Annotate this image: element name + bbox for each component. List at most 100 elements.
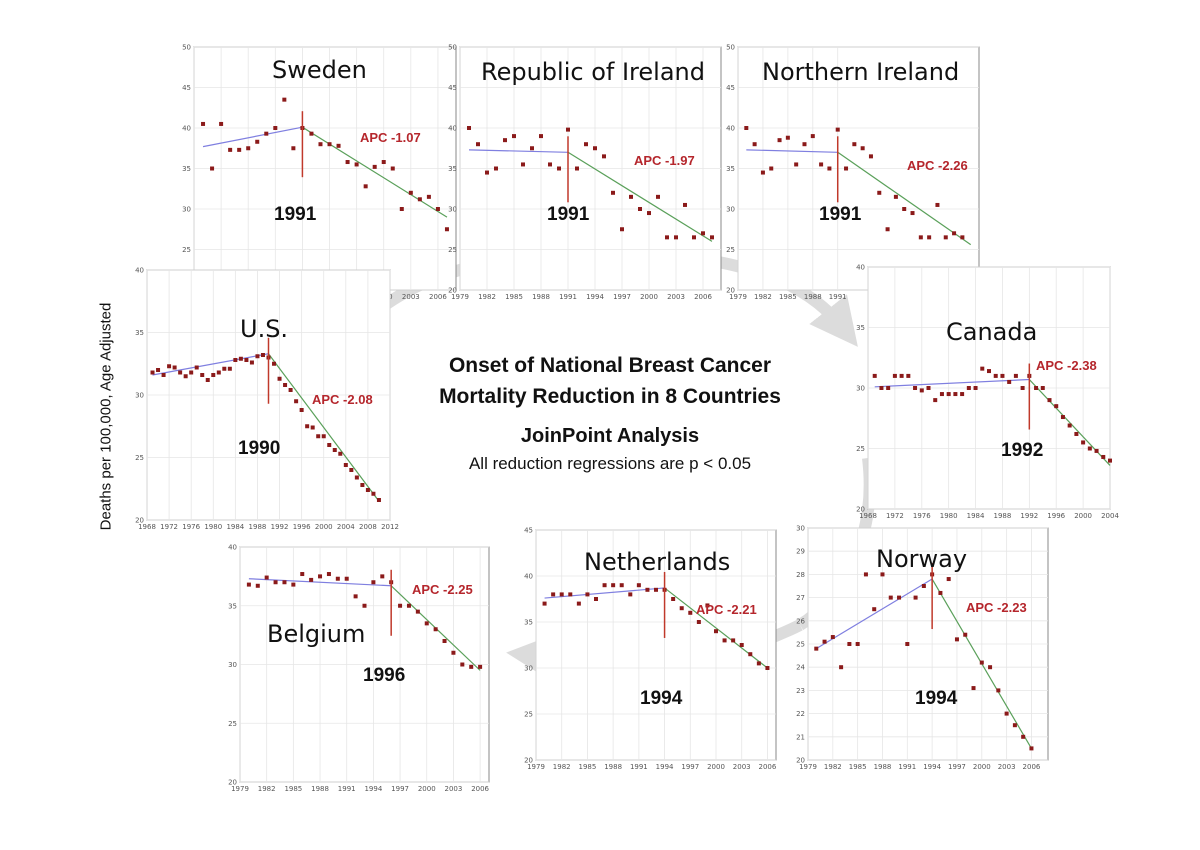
data-point — [309, 577, 314, 582]
data-point — [415, 609, 420, 614]
data-point — [183, 374, 188, 379]
data-point — [679, 606, 684, 611]
data-point — [810, 134, 815, 139]
x-tick-label: 1988 — [249, 523, 267, 531]
data-point — [371, 491, 376, 496]
x-tick-label: 1979 — [527, 763, 545, 771]
apc-label: APC -2.23 — [966, 600, 1027, 615]
data-point — [227, 366, 232, 371]
data-point — [863, 572, 868, 577]
data-point — [161, 373, 166, 377]
data-point — [194, 365, 199, 370]
x-tick-label: 1985 — [284, 785, 302, 793]
y-tick-label: 28 — [796, 571, 805, 579]
x-tick-label: 1991 — [338, 785, 356, 793]
trend-before — [544, 587, 665, 599]
y-tick-label: 30 — [182, 206, 191, 214]
data-point — [360, 483, 365, 487]
data-point — [765, 666, 770, 670]
data-point — [1081, 440, 1086, 445]
data-point — [879, 386, 884, 390]
data-point — [167, 364, 172, 369]
data-point — [636, 583, 641, 588]
data-point — [1013, 373, 1018, 378]
y-tick-label: 35 — [182, 165, 191, 173]
data-point — [426, 194, 431, 199]
data-point — [233, 358, 238, 362]
x-tick-label: 1994 — [656, 763, 674, 771]
x-tick-label: 1968 — [138, 523, 156, 531]
x-tick-label: 2004 — [337, 523, 355, 531]
data-point — [539, 134, 543, 139]
data-point — [892, 373, 897, 378]
y-tick-label: 35 — [524, 619, 533, 627]
data-point — [381, 160, 386, 165]
data-point — [665, 235, 669, 240]
data-point — [228, 147, 233, 152]
data-point — [530, 146, 534, 151]
data-point — [210, 166, 215, 171]
data-point — [927, 235, 932, 240]
x-tick-label: 1997 — [613, 293, 631, 301]
x-tick-label: 2003 — [733, 763, 751, 771]
data-point — [354, 475, 359, 480]
y-tick-label: 45 — [448, 84, 457, 92]
data-point — [692, 235, 696, 240]
x-tick-label: 2000 — [640, 293, 658, 301]
y-tick-label: 25 — [524, 711, 533, 719]
joinpoint-year: 1994 — [640, 688, 683, 709]
data-point — [839, 665, 844, 670]
data-point — [1004, 711, 1009, 716]
x-tick-label: 1988 — [532, 293, 550, 301]
trend-before — [152, 353, 269, 376]
x-tick-label: 1972 — [160, 523, 178, 531]
y-tick-label: 25 — [856, 445, 865, 453]
x-tick-label: 2003 — [402, 293, 420, 301]
data-point — [237, 147, 242, 152]
data-point — [654, 587, 658, 592]
data-point — [939, 392, 944, 397]
data-point — [264, 575, 269, 580]
data-point — [365, 488, 370, 492]
method-label: JoinPoint Analysis — [520, 425, 700, 447]
y-tick-label: 40 — [135, 267, 144, 275]
data-point — [326, 572, 331, 577]
data-point — [926, 386, 931, 390]
data-point — [647, 211, 651, 216]
data-point — [988, 665, 993, 670]
trend-before — [468, 149, 569, 153]
data-point — [1000, 373, 1005, 378]
panel-title: U.S. — [240, 315, 289, 343]
data-point — [205, 378, 210, 382]
data-point — [913, 595, 918, 600]
data-point — [585, 592, 590, 597]
data-point — [273, 580, 278, 585]
x-tick-label: 2006 — [759, 763, 777, 771]
data-point — [877, 190, 882, 195]
data-point — [201, 121, 206, 126]
data-point — [954, 637, 959, 642]
data-point — [376, 498, 381, 502]
data-point — [371, 580, 376, 585]
joinpoint-year: 1991 — [274, 204, 317, 225]
y-tick-label: 35 — [448, 165, 457, 173]
x-tick-label: 1985 — [849, 763, 867, 771]
data-point — [902, 207, 907, 211]
data-point — [476, 142, 480, 147]
data-point — [200, 373, 205, 377]
data-point — [576, 601, 581, 606]
data-point — [933, 398, 938, 403]
y-tick-label: 29 — [796, 548, 805, 556]
data-point — [1067, 423, 1072, 428]
data-point — [478, 664, 483, 669]
trend-before — [815, 578, 933, 650]
data-point — [568, 592, 573, 597]
data-point — [1040, 386, 1045, 390]
x-tick-label: 1991 — [559, 293, 577, 301]
x-tick-label: 1997 — [948, 763, 966, 771]
y-tick-label: 50 — [448, 44, 457, 52]
data-point — [872, 373, 877, 378]
